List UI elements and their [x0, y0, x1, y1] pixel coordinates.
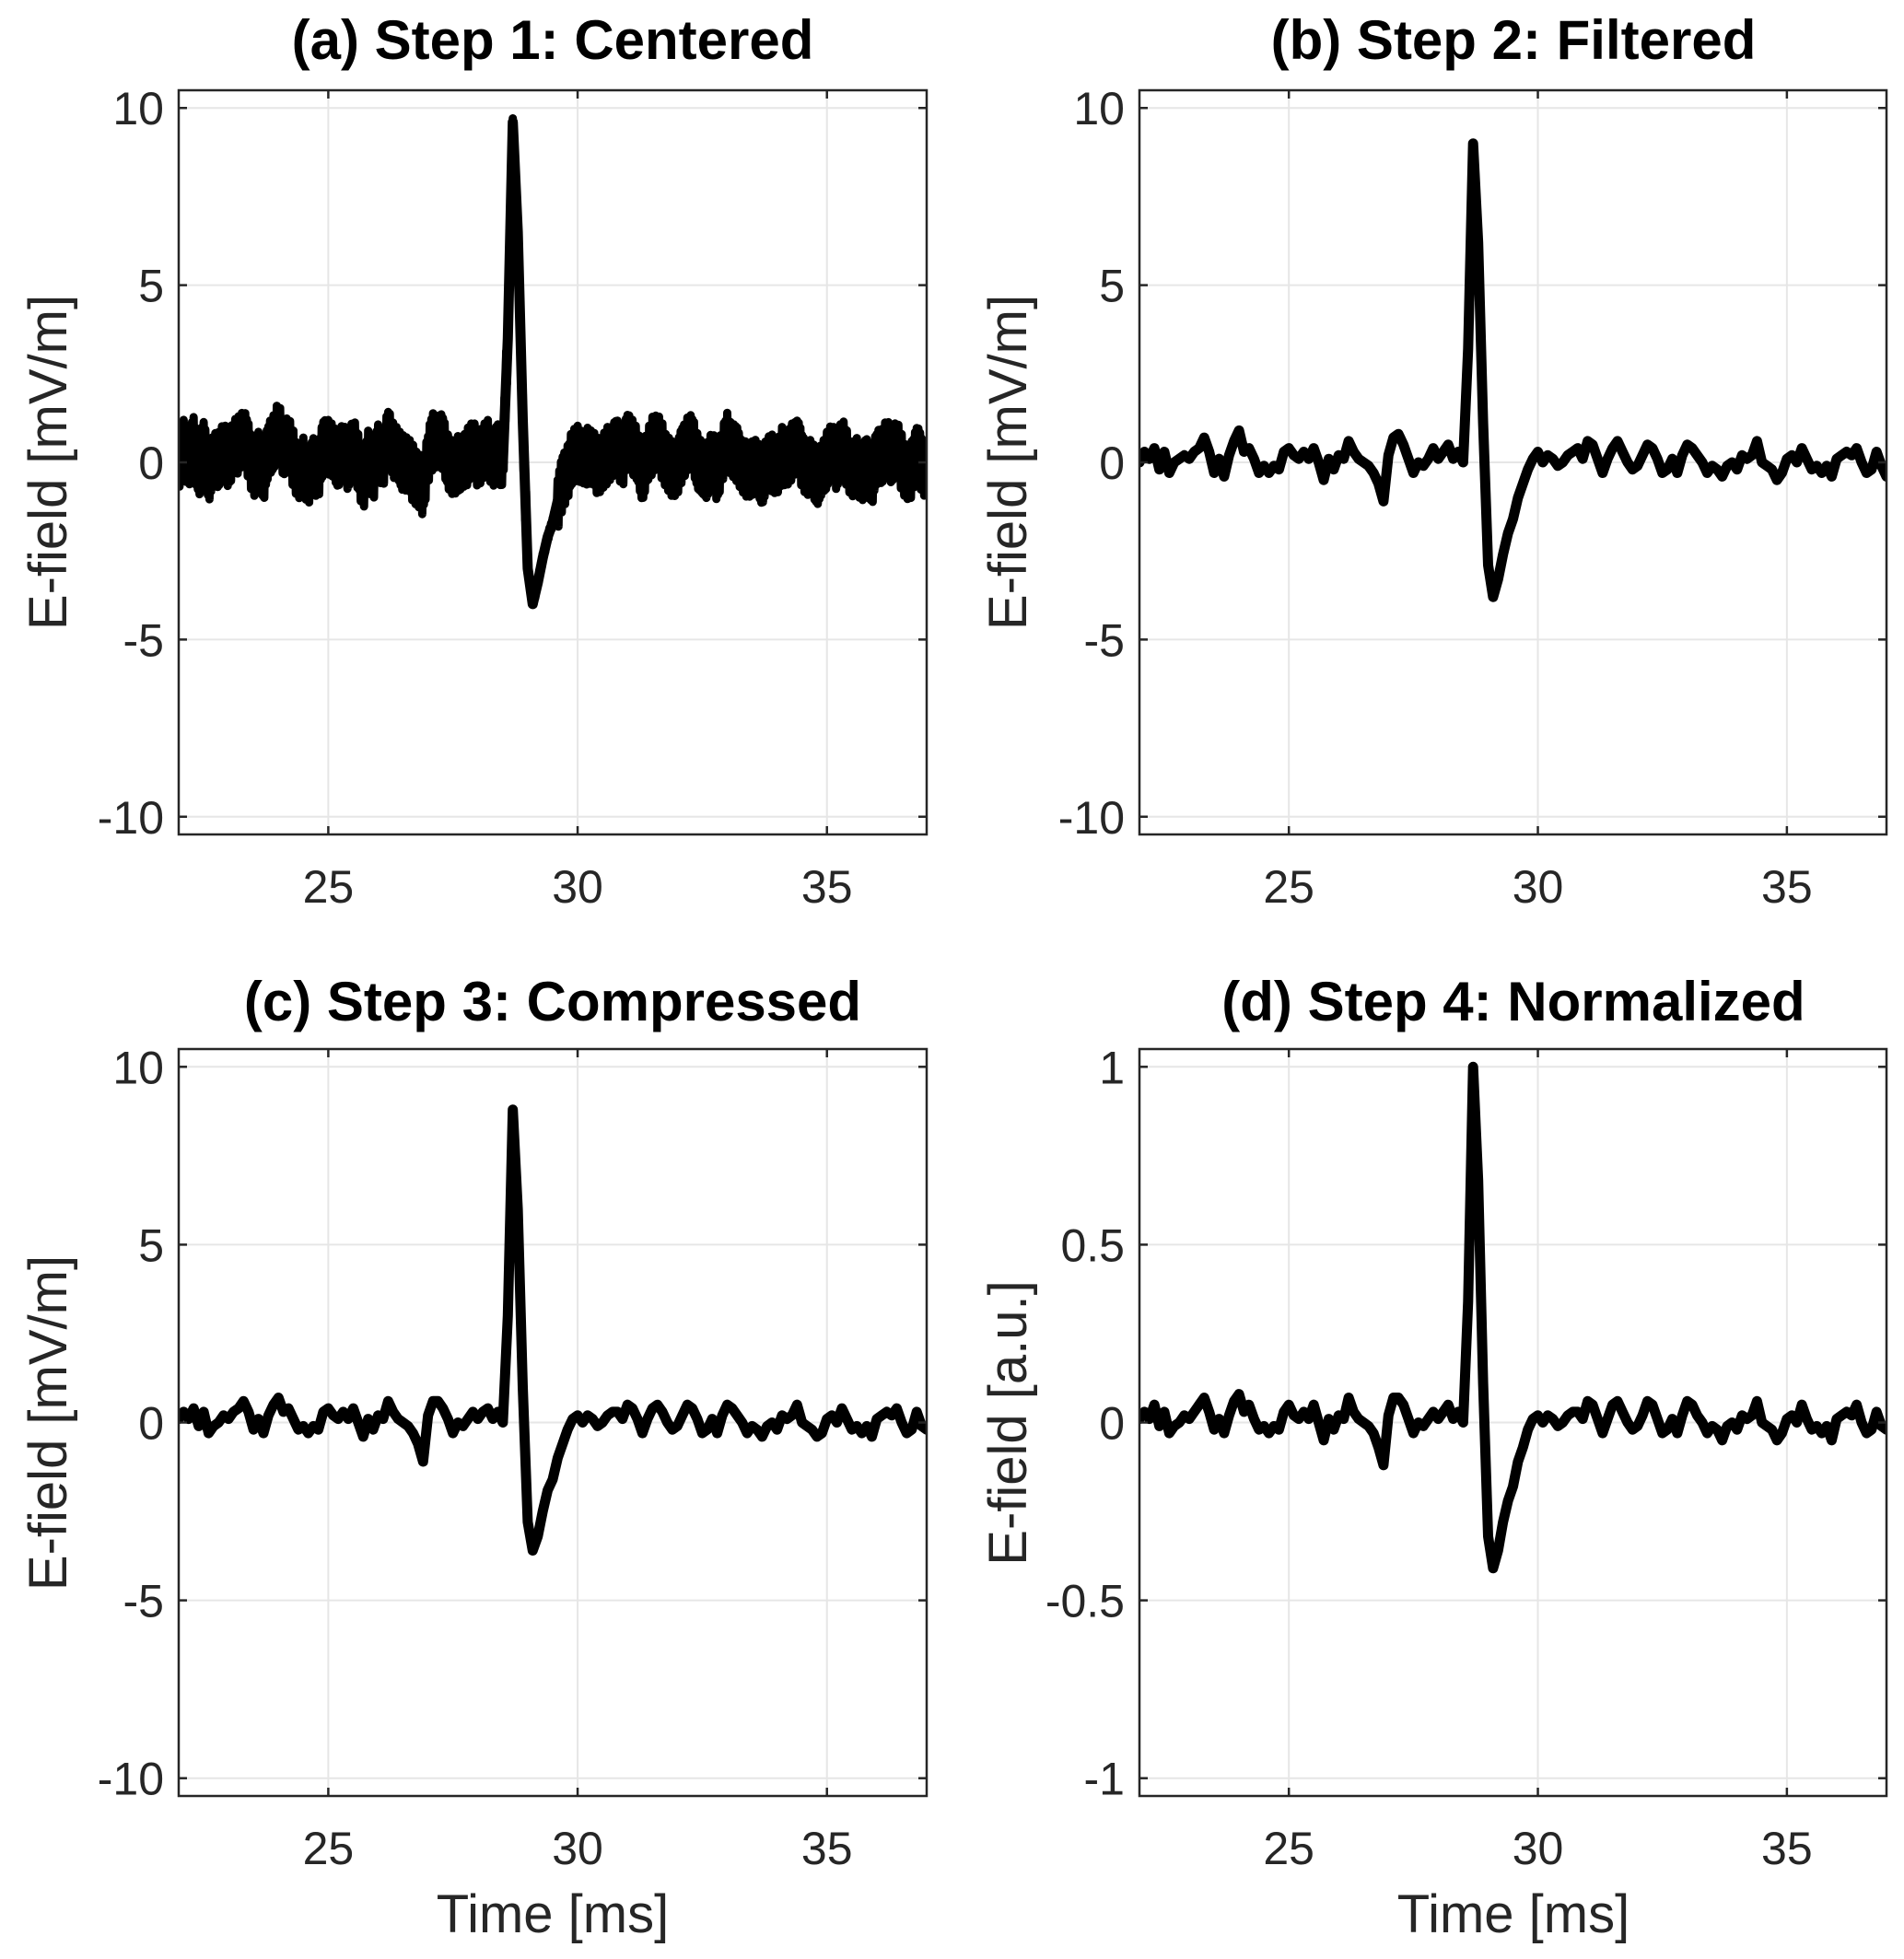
x-tick-label: 30: [552, 1823, 603, 1874]
y-tick-label: 0: [138, 1398, 164, 1450]
y-tick-label: 0: [1099, 1398, 1125, 1450]
y-axis-label: E-field [mV/m]: [18, 295, 78, 630]
panel-title: (a) Step 1: Centered: [292, 9, 814, 71]
x-tick-label: 25: [303, 1823, 355, 1874]
y-axis-label: E-field [mV/m]: [18, 1255, 78, 1591]
x-tick-label: 35: [801, 1823, 853, 1874]
panel-title: (c) Step 3: Compressed: [244, 971, 861, 1032]
y-tick-label: 0: [138, 437, 164, 489]
y-axis-label: E-field [a.u.]: [978, 1280, 1038, 1565]
y-tick-label: 10: [112, 1042, 164, 1093]
x-axis-label: Time [ms]: [437, 1884, 669, 1944]
y-tick-label: -5: [1084, 614, 1125, 666]
y-tick-label: -0.5: [1045, 1576, 1125, 1627]
x-tick-label: 35: [1761, 1823, 1813, 1874]
y-tick-label: 1: [1099, 1042, 1125, 1093]
x-tick-label: 25: [303, 861, 355, 913]
y-tick-label: -5: [123, 614, 164, 666]
y-axis-label: E-field [mV/m]: [978, 295, 1038, 630]
x-tick-label: 35: [1761, 861, 1813, 913]
panel-d: (d) Step 4: Normalized E-field [a.u.] Ti…: [978, 971, 1886, 1944]
y-tick-label: -10: [98, 792, 164, 844]
x-tick-label: 25: [1263, 861, 1314, 913]
panel-a: (a) Step 1: Centered E-field [mV/m] 25 30…: [18, 9, 927, 913]
x-tick-label: 30: [1513, 1823, 1564, 1874]
panel-title: (b) Step 2: Filtered: [1271, 9, 1757, 71]
y-tick-label: -1: [1084, 1754, 1125, 1805]
y-tick-label: -10: [1058, 792, 1125, 844]
y-tick-label: 0.5: [1060, 1219, 1125, 1271]
x-tick-label: 30: [1513, 861, 1564, 913]
x-tick-label: 35: [801, 861, 853, 913]
panel-c: (c) Step 3: Compressed E-field [mV/m] Ti…: [18, 971, 927, 1944]
y-tick-label: -10: [98, 1754, 164, 1805]
panel-b: (b) Step 2: Filtered E-field [mV/m] 25 30…: [978, 9, 1886, 913]
y-tick-label: 5: [1099, 261, 1125, 312]
panel-title: (d) Step 4: Normalized: [1221, 971, 1805, 1032]
y-tick-label: 10: [1073, 83, 1125, 134]
y-tick-label: 5: [138, 261, 164, 312]
y-tick-label: 10: [112, 83, 164, 134]
x-axis-label: Time [ms]: [1397, 1884, 1629, 1944]
y-tick-label: -5: [123, 1576, 164, 1627]
y-tick-label: 5: [138, 1219, 164, 1271]
y-tick-label: 0: [1099, 437, 1125, 489]
x-tick-label: 25: [1263, 1823, 1314, 1874]
x-tick-label: 30: [552, 861, 603, 913]
